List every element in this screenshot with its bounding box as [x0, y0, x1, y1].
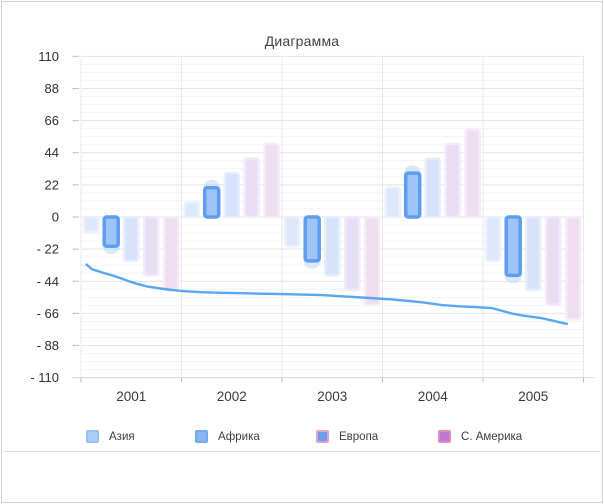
legend-swatch-africa: [195, 430, 208, 443]
bottom-divider: [4, 451, 600, 452]
bar-series5-2005[interactable]: [564, 215, 582, 321]
bar-series3-2003[interactable]: [323, 215, 341, 277]
bar-series2-2005[interactable]: [504, 215, 522, 278]
bar-series1-2001[interactable]: [82, 215, 100, 233]
bar-series3-2001[interactable]: [122, 215, 140, 263]
legend-label-europe: Европа: [339, 430, 379, 443]
bar-series3-2004[interactable]: [424, 157, 441, 219]
y-axis-label: - 110: [30, 370, 59, 385]
legend-item-africa[interactable]: Африка: [195, 430, 260, 443]
bar-series4-2004[interactable]: [444, 142, 461, 219]
bar-series1-2004[interactable]: [384, 186, 401, 219]
x-axis-label: 2003: [317, 389, 347, 404]
bar-series5-2004[interactable]: [464, 128, 481, 219]
trend-line[interactable]: [85, 263, 569, 325]
legend-label-asia: Азия: [109, 430, 135, 443]
y-axis-label: - 44: [37, 274, 59, 289]
x-axis-label: 2001: [116, 389, 146, 404]
bar-series2-2001[interactable]: [102, 215, 120, 248]
y-axis-label: 110: [38, 49, 59, 64]
chart-plot-area[interactable]: 110 88 66 44 22 0 - 22 - 44 - 66 - 88 - 110 2001 200…: [2, 2, 604, 414]
bar-series4-2003[interactable]: [343, 215, 361, 292]
legend-label-africa: Африка: [218, 430, 260, 443]
bar-series2-2004[interactable]: [403, 171, 422, 219]
bar-series4-2002[interactable]: [243, 157, 260, 219]
y-axis-label: 66: [45, 113, 59, 128]
bar-series1-2002[interactable]: [183, 201, 200, 219]
bar-series3-2005[interactable]: [524, 215, 542, 292]
legend-item-europe[interactable]: Европа: [316, 430, 378, 443]
bar-series5-2002[interactable]: [263, 142, 280, 219]
legend-swatch-europe: [316, 430, 329, 443]
legend-swatch-n-america: [438, 430, 451, 443]
y-axis-label: - 66: [37, 306, 59, 321]
y-axis-label: 0: [52, 210, 59, 225]
bar-series3-2002[interactable]: [223, 171, 240, 219]
x-axis-label: 2005: [518, 389, 548, 404]
y-axis-label: - 88: [37, 338, 59, 353]
bar-series2-2003[interactable]: [303, 215, 321, 263]
bar-series1-2003[interactable]: [283, 215, 301, 248]
legend-item-asia[interactable]: Азия: [86, 430, 135, 443]
y-axis-label: 44: [45, 145, 59, 160]
chart-title: Диаграмма: [264, 33, 340, 49]
legend-swatch-asia: [86, 430, 99, 443]
bar-series4-2005[interactable]: [544, 215, 562, 306]
legend-label-n-america: С. Америка: [461, 430, 523, 443]
bar-series1-2005[interactable]: [484, 215, 502, 263]
x-axis-label: 2004: [418, 389, 449, 404]
y-axis-label: - 22: [37, 242, 59, 257]
y-axis-label: 22: [45, 177, 59, 192]
legend-item-n-america[interactable]: С. Америка: [438, 430, 522, 443]
bar-series5-2003[interactable]: [363, 215, 381, 306]
x-axis-label: 2002: [217, 389, 247, 404]
bar-series2-2002[interactable]: [202, 186, 221, 219]
y-axis-label: 88: [45, 81, 59, 96]
bar-series4-2001[interactable]: [142, 215, 160, 277]
chart-legend: Азия Африка Европа С. Америка: [2, 430, 602, 448]
bar-series5-2001[interactable]: [162, 215, 180, 292]
